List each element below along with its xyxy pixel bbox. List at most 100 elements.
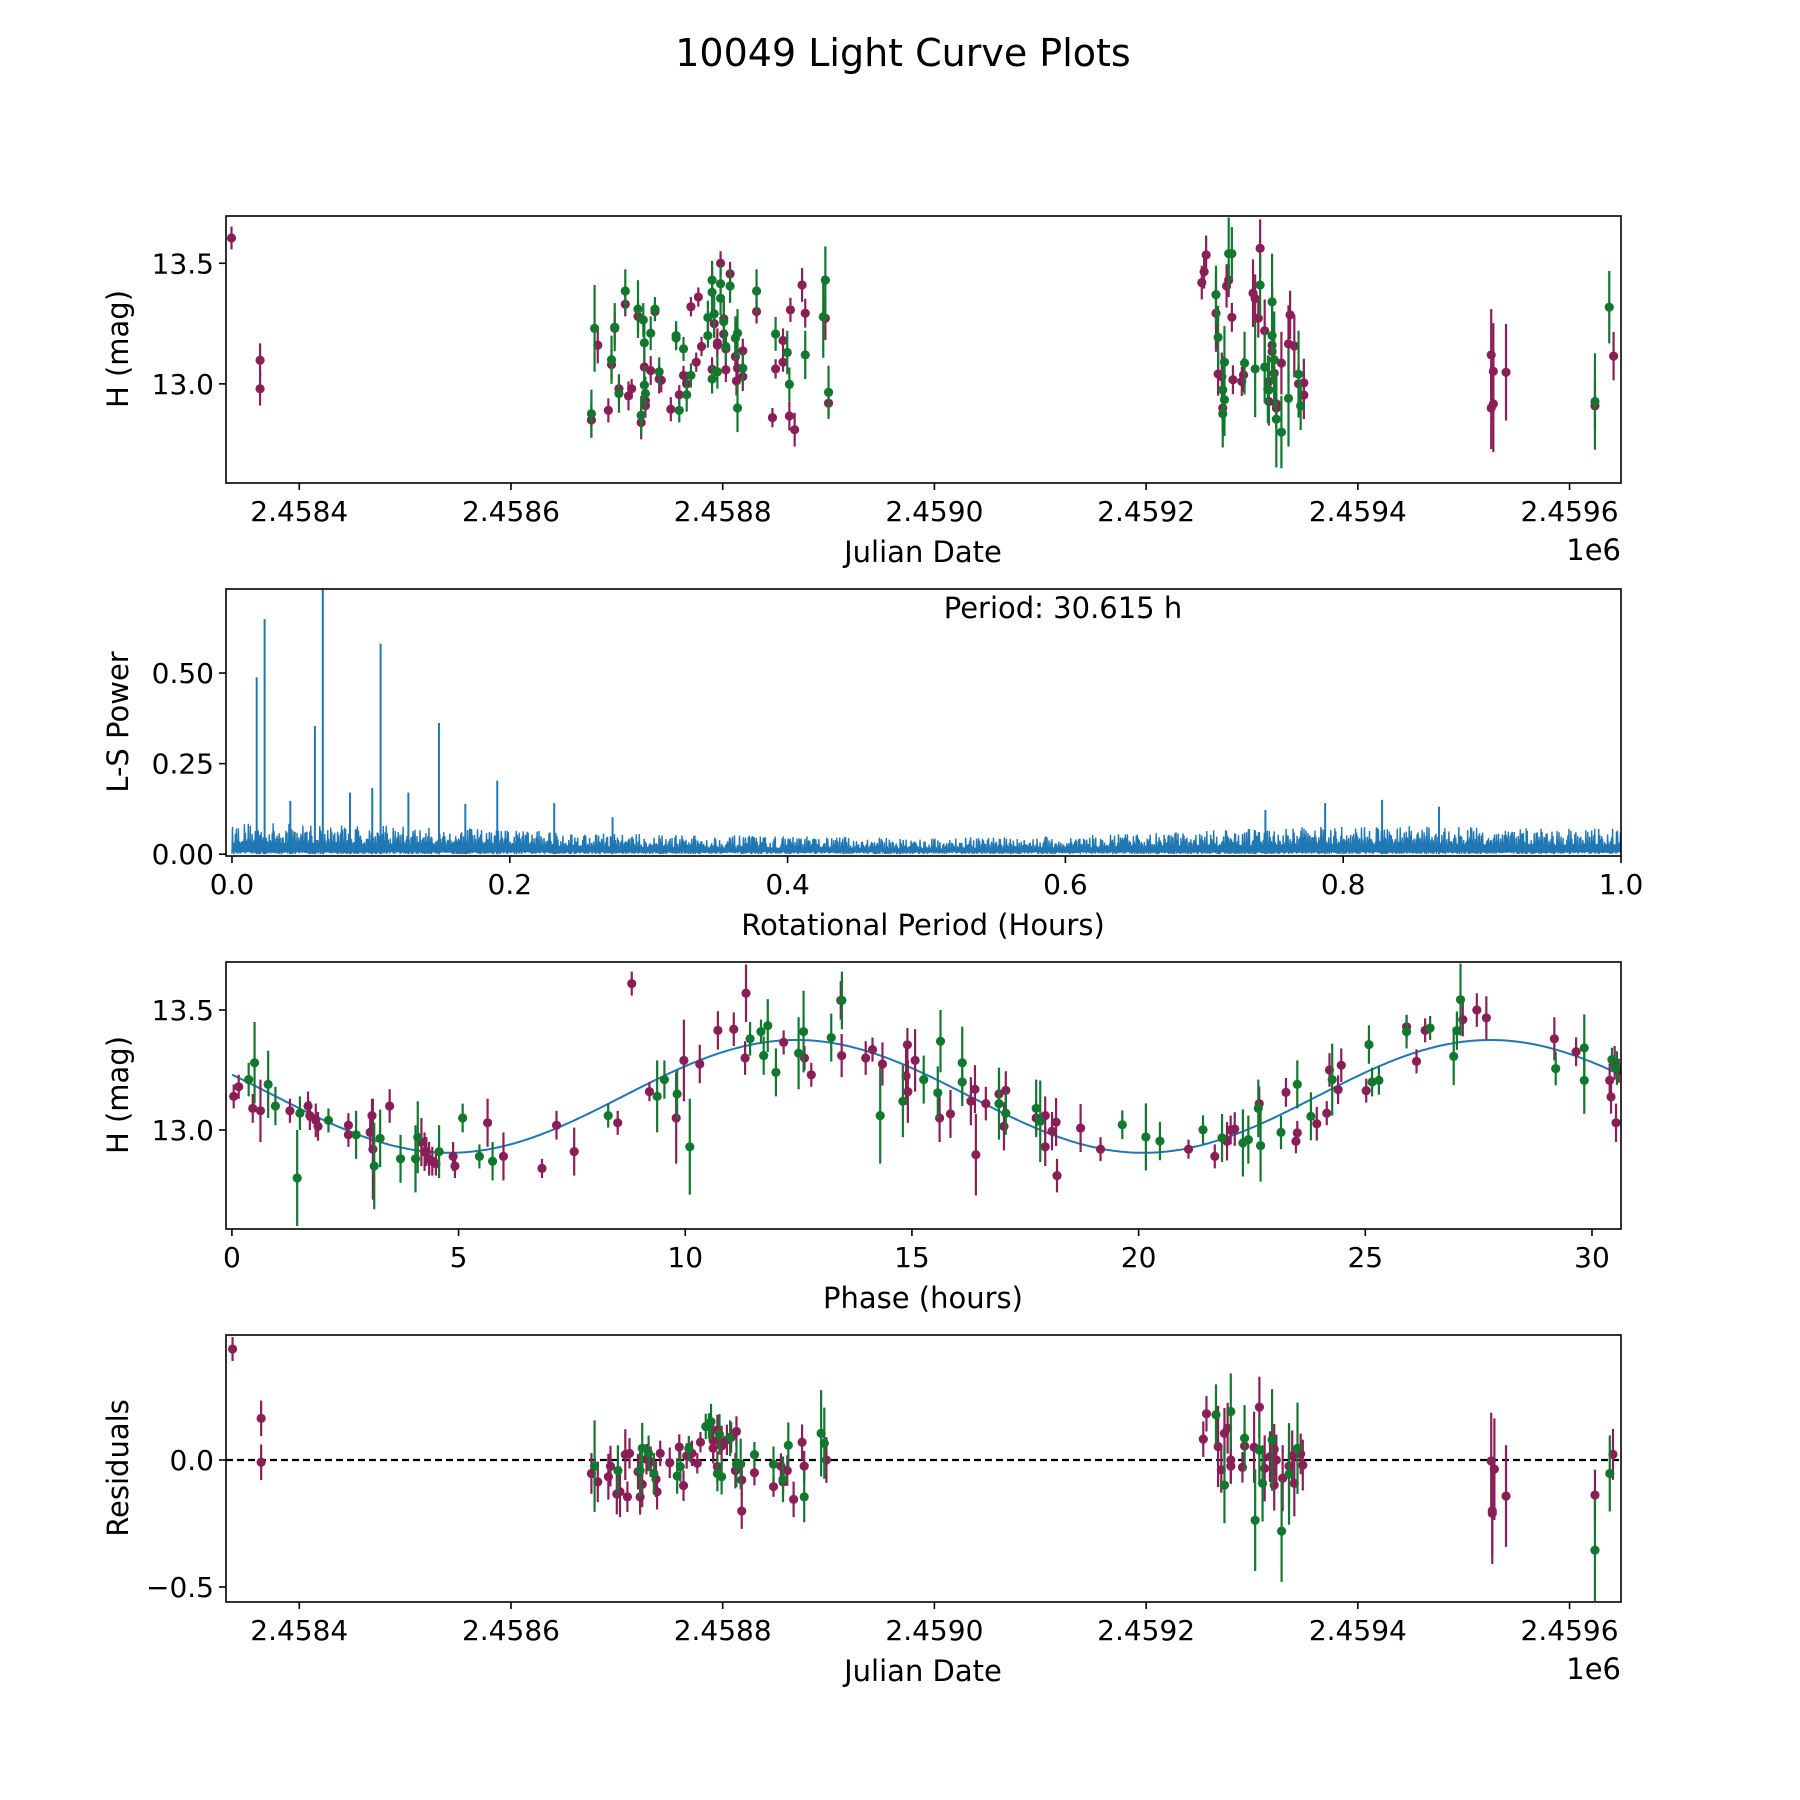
data-marker	[1250, 364, 1260, 374]
x-tick-label: 20	[1121, 1241, 1157, 1274]
data-point	[1257, 1445, 1268, 1522]
y-tick-label: 0.00	[152, 838, 214, 871]
data-point	[1269, 311, 1279, 408]
data-point	[385, 1089, 395, 1123]
data-marker	[875, 1111, 885, 1121]
data-point	[1336, 1048, 1346, 1082]
data-point	[709, 289, 719, 339]
data-marker	[721, 341, 731, 352]
data-marker	[1227, 249, 1237, 259]
data-point	[1281, 1077, 1291, 1107]
x-tick-label: 2.4590	[885, 1614, 983, 1647]
data-marker	[957, 1077, 967, 1087]
data-marker	[351, 1130, 361, 1140]
data-point	[1267, 1389, 1277, 1491]
data-point	[613, 1110, 623, 1135]
data-point	[1198, 1115, 1208, 1145]
data-marker	[1250, 1515, 1260, 1525]
data-point	[498, 1132, 509, 1181]
phased-ylabel: H (mag)	[101, 1036, 135, 1154]
data-marker	[613, 1466, 623, 1476]
data-marker	[1254, 1402, 1264, 1412]
data-marker	[624, 1448, 635, 1458]
data-marker	[1219, 395, 1230, 405]
x-tick-label: 25	[1347, 1241, 1383, 1274]
data-marker	[1271, 414, 1281, 424]
periodogram-panel: 0.0 0.2 0.4 0.6 0.8 1.0 0.00 0.25 0.50	[152, 588, 1643, 901]
data-marker	[782, 347, 792, 358]
data-point	[686, 297, 696, 317]
data-marker	[712, 340, 722, 350]
data-point	[707, 364, 717, 394]
period-annotation: Period: 30.615 h	[944, 591, 1183, 625]
data-point	[784, 367, 794, 402]
data-point	[255, 343, 265, 378]
data-marker	[244, 1075, 254, 1085]
data-point	[966, 1077, 976, 1126]
data-point	[1292, 1120, 1302, 1145]
data-marker	[708, 1443, 718, 1453]
data-marker	[649, 1468, 659, 1479]
data-marker	[487, 1156, 498, 1166]
data-marker	[837, 1051, 847, 1061]
data-point	[474, 1144, 485, 1169]
data-marker	[606, 355, 617, 365]
data-point	[933, 1066, 943, 1120]
data-marker	[741, 988, 751, 998]
data-marker	[1047, 1126, 1057, 1136]
data-marker	[1269, 1444, 1279, 1454]
data-point	[1277, 1480, 1287, 1582]
data-marker	[729, 1024, 739, 1034]
data-point	[487, 1142, 498, 1181]
x-tick-label: 2.4588	[674, 1614, 772, 1647]
data-marker	[256, 1457, 266, 1467]
data-point	[1487, 1462, 1497, 1565]
data-point	[1472, 993, 1482, 1027]
data-point	[666, 397, 676, 422]
data-marker	[1271, 1455, 1281, 1465]
data-marker	[1285, 310, 1295, 320]
data-point	[1228, 365, 1238, 395]
data-marker	[1425, 1023, 1435, 1033]
data-point	[234, 1074, 244, 1099]
x-tick-label: 2.4592	[1097, 495, 1195, 528]
data-point	[1276, 331, 1287, 395]
data-point	[1611, 1103, 1621, 1142]
data-point	[756, 1019, 766, 1044]
data-marker	[1211, 290, 1221, 300]
data-point	[537, 1158, 547, 1178]
data-point	[738, 351, 748, 386]
data-point	[652, 1060, 662, 1133]
data-marker	[655, 1448, 665, 1458]
data-point	[806, 1062, 816, 1087]
y-tick-label: 0.25	[152, 748, 214, 781]
data-point	[818, 275, 828, 358]
periodogram-axes-frame	[225, 588, 1622, 857]
data-marker	[800, 308, 810, 318]
data-point	[270, 1086, 281, 1126]
data-point	[1255, 253, 1265, 317]
data-marker	[295, 1108, 305, 1118]
data-marker	[603, 1111, 613, 1121]
data-marker	[934, 1113, 945, 1123]
data-point	[767, 407, 778, 428]
data-marker	[589, 1461, 600, 1471]
data-marker	[903, 1087, 913, 1097]
data-point	[589, 284, 600, 372]
data-marker	[1449, 1051, 1459, 1061]
data-marker	[767, 413, 778, 423]
data-point	[226, 226, 237, 250]
residuals-plot-area	[226, 1337, 1621, 1601]
data-marker	[1501, 1491, 1511, 1501]
lightcurve-panel: 2.4584 2.4586 2.4588 2.4590 2.4592 2.4594 2.45…	[152, 215, 1622, 528]
phased-xlabel: Phase (hours)	[823, 1281, 1023, 1315]
data-point	[375, 1109, 385, 1168]
data-point	[935, 1010, 946, 1073]
periodogram-ylabel: L-S Power	[101, 651, 135, 792]
data-marker	[799, 1492, 809, 1502]
data-marker	[798, 1027, 809, 1037]
data-marker	[768, 1482, 779, 1492]
data-marker	[719, 317, 729, 327]
data-marker	[1551, 1063, 1561, 1074]
